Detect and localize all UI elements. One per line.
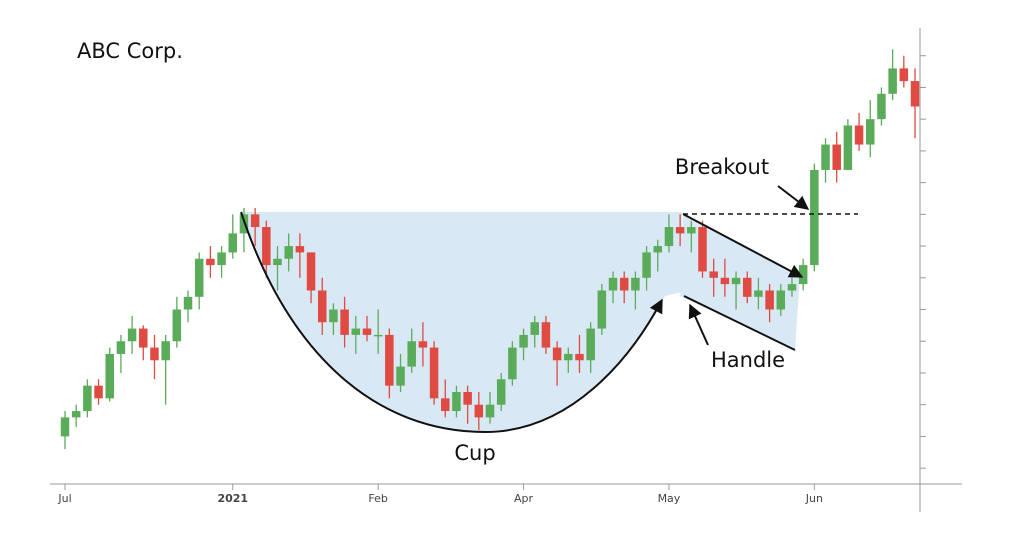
x-tick-label: Apr <box>514 492 534 505</box>
cup-shading <box>241 212 682 432</box>
candle-body <box>295 246 305 253</box>
candle-body <box>161 341 170 361</box>
candle-body <box>776 290 786 310</box>
candle-body <box>183 296 193 310</box>
candle-body <box>854 125 864 145</box>
candle-body <box>754 290 763 297</box>
x-tick-label: Jul <box>57 492 71 505</box>
candle-body <box>250 214 260 228</box>
candle-body <box>329 309 338 323</box>
candle-body <box>317 290 327 323</box>
candle-body <box>351 328 361 335</box>
candle-body <box>362 328 372 335</box>
candle-body <box>530 322 539 335</box>
candle-body <box>340 309 349 335</box>
candle-body <box>687 227 696 234</box>
candle-body <box>71 411 81 418</box>
candle-body <box>217 252 226 266</box>
candle-body <box>642 252 651 278</box>
candle-body <box>194 258 204 297</box>
candle-body <box>910 81 920 107</box>
candle-body <box>94 385 103 399</box>
candle-body <box>821 144 830 170</box>
candle-body <box>496 379 506 405</box>
candle-body <box>899 68 909 82</box>
candle-body <box>888 68 897 94</box>
candle-body <box>284 246 293 259</box>
candle-body <box>608 277 618 291</box>
candle-body <box>441 398 450 412</box>
candle-body <box>60 417 70 437</box>
candle-body <box>631 277 640 291</box>
candle-body <box>105 353 114 399</box>
candle-body <box>418 341 428 348</box>
candle-body <box>228 233 238 253</box>
cup-curve <box>240 211 663 434</box>
candle-body <box>139 328 148 348</box>
candle-body <box>675 227 685 234</box>
handle-upper-line <box>682 213 804 278</box>
candle-body <box>619 277 629 291</box>
candle-body <box>653 246 663 253</box>
x-tick-label: Jun <box>805 492 823 505</box>
candle-body <box>150 347 159 361</box>
candle-body <box>664 227 674 247</box>
candle-body <box>373 334 383 337</box>
candle-body <box>586 328 595 361</box>
x-tick-label: 2021 <box>217 492 248 505</box>
candle-body <box>127 328 137 342</box>
candle-body <box>877 93 886 120</box>
candle-body <box>172 309 182 342</box>
candle-body <box>597 290 607 329</box>
candle-body <box>843 125 853 170</box>
candle-body <box>575 353 584 361</box>
candle-body <box>463 392 472 405</box>
candle-body <box>798 265 808 285</box>
candle-body <box>709 271 718 278</box>
candle-body <box>407 341 416 367</box>
candle-body <box>731 277 741 285</box>
candle-body <box>385 334 394 386</box>
candle-body <box>698 227 707 272</box>
candle-body <box>83 385 92 412</box>
candle-body <box>765 290 774 310</box>
candle-body <box>519 334 528 348</box>
candle-body <box>474 404 484 418</box>
candle-body <box>206 258 215 266</box>
candle-body <box>541 322 551 348</box>
chart-title: ABC Corp. <box>77 39 183 63</box>
handle-arrow <box>688 303 709 346</box>
x-tick-label: May <box>658 492 681 505</box>
candle-body <box>832 144 841 170</box>
candle-body <box>306 252 316 291</box>
candle-body <box>485 404 495 418</box>
candle-body <box>866 119 875 145</box>
candle-body <box>239 214 249 234</box>
handle-lower-line <box>683 295 796 351</box>
cup-label: Cup <box>454 441 495 465</box>
candle-body <box>116 341 126 354</box>
candle-body <box>273 258 282 266</box>
x-tick-label: Feb <box>368 492 387 505</box>
candle-body <box>720 277 730 285</box>
breakout-arrow <box>777 185 810 210</box>
handle-label: Handle <box>711 348 785 372</box>
candle-body <box>396 366 405 386</box>
breakout-label: Breakout <box>675 155 769 179</box>
candle-body <box>452 392 461 412</box>
candle-body <box>508 347 517 380</box>
candle-body <box>810 169 819 266</box>
candle-body <box>564 353 573 361</box>
candle-body <box>552 347 562 361</box>
candle-body <box>742 277 752 297</box>
candle-body <box>262 227 271 266</box>
candle-body <box>787 284 797 291</box>
candle-body <box>429 347 439 399</box>
